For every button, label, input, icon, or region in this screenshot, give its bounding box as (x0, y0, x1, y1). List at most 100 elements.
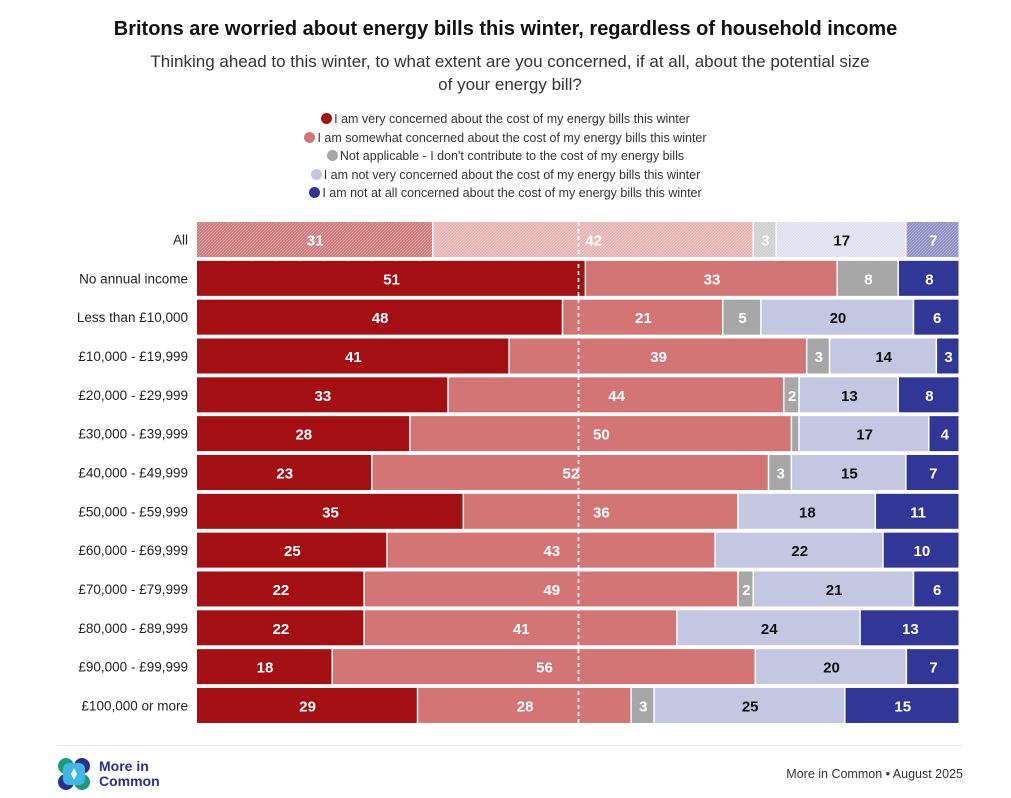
data-label: 3 (815, 349, 823, 366)
bar-segment (410, 416, 791, 452)
data-label: 7 (929, 660, 937, 677)
bar-segment (509, 338, 806, 374)
bar-segment (586, 260, 837, 296)
data-label: 6 (933, 582, 941, 599)
bar-segment (197, 687, 417, 723)
data-label: 52 (563, 465, 580, 482)
bar-segment (197, 649, 332, 685)
more-in-common-logo: More in Common (57, 757, 169, 791)
hatch-overlay (753, 222, 776, 257)
category-label: £100,000 or more (81, 698, 188, 713)
data-label: 8 (864, 271, 872, 288)
bar-segment (197, 299, 562, 335)
data-label: 39 (650, 349, 667, 366)
data-label: 33 (704, 271, 721, 288)
bar-segment (753, 571, 913, 607)
chart-subtitle: Thinking ahead to this winter, to what e… (150, 52, 870, 94)
data-label: 15 (841, 465, 858, 482)
bar-segment (860, 610, 959, 646)
legend-item: I am somewhat concerned about the cost o… (0, 129, 1011, 148)
data-label: 18 (257, 660, 274, 677)
category-label: £30,000 - £39,999 (78, 427, 188, 442)
bar-segment (898, 377, 959, 413)
data-label: 8 (925, 388, 933, 405)
hatch-overlay (433, 222, 753, 257)
bar-segment (837, 260, 898, 296)
hatch-overlay (197, 222, 433, 257)
data-label: 29 (299, 698, 316, 715)
legend-label: I am very concerned about the cost of my… (334, 112, 690, 126)
data-label: 3 (639, 698, 647, 715)
data-label: 25 (284, 543, 301, 560)
bar-segment (769, 454, 791, 490)
data-label: 20 (823, 660, 840, 677)
category-label: £40,000 - £49,999 (78, 465, 188, 480)
bar-segment (937, 338, 959, 374)
hatch-overlay (906, 222, 959, 257)
bar-segment (792, 454, 906, 490)
bar-segment (197, 260, 585, 296)
bar-segment (830, 338, 936, 374)
bar-segment (197, 610, 364, 646)
category-label: £60,000 - £69,999 (78, 543, 188, 558)
bar-segment (372, 454, 768, 490)
data-label: 24 (761, 621, 778, 638)
legend-item: I am very concerned about the cost of my… (0, 110, 1011, 129)
data-label: 20 (830, 310, 847, 327)
data-label: 8 (925, 271, 933, 288)
data-label: 21 (635, 310, 652, 327)
legend-swatch (310, 168, 322, 180)
source-note: More in Common • August 2025 (786, 767, 963, 781)
legend-label: I am not at all concerned about the cost… (322, 186, 702, 200)
category-label: All (173, 233, 188, 248)
bar-segment (784, 377, 799, 413)
data-label: 4 (941, 427, 950, 444)
data-label: 56 (536, 660, 553, 677)
legend-label: Not applicable - I don't contribute to t… (339, 149, 685, 163)
data-label: 22 (273, 621, 290, 638)
logo-text: More in Common (99, 758, 160, 789)
data-label: 15 (894, 698, 911, 715)
bar-segment (197, 493, 463, 529)
data-label: 44 (608, 388, 625, 405)
bar-segment (738, 493, 875, 529)
chart-title: Britons are worried about energy bills t… (113, 18, 898, 40)
data-label: 22 (791, 543, 808, 560)
bar-segment (883, 532, 959, 568)
data-label: 50 (593, 427, 610, 444)
data-label: 41 (345, 349, 362, 366)
category-label: £90,000 - £99,999 (78, 660, 188, 675)
category-label: £70,000 - £79,999 (78, 582, 188, 597)
bar-segment (914, 571, 959, 607)
bar-segment (364, 610, 677, 646)
data-label: 21 (826, 582, 843, 599)
data-label: 2 (788, 388, 796, 405)
bar-segment (756, 649, 906, 685)
bar-segment (761, 299, 913, 335)
bar-segment (332, 649, 755, 685)
bar-segment (914, 299, 959, 335)
bar-segment (807, 338, 829, 374)
data-label: 48 (372, 310, 389, 327)
data-label: 41 (513, 621, 530, 638)
bar-segment (792, 416, 799, 452)
legend-swatch (326, 150, 338, 161)
footer-divider (57, 745, 962, 746)
bar-segment (898, 260, 959, 296)
bar-segment (799, 416, 928, 452)
data-label: 7 (929, 233, 937, 250)
data-label: 2 (742, 582, 750, 599)
data-label: 3 (944, 349, 952, 366)
data-label: 13 (841, 388, 858, 405)
data-label: 5 (738, 310, 746, 327)
hatch-overlay (776, 222, 906, 257)
bar-segment (387, 532, 715, 568)
data-label: 42 (585, 233, 602, 250)
legend-label: I am not very concerned about the cost o… (323, 167, 701, 182)
bar-segment (197, 338, 509, 374)
bar-segment (845, 687, 959, 723)
data-label: 33 (315, 388, 332, 405)
data-label: 23 (276, 465, 293, 482)
bar-segment (876, 493, 959, 529)
data-label: 35 (322, 504, 339, 521)
